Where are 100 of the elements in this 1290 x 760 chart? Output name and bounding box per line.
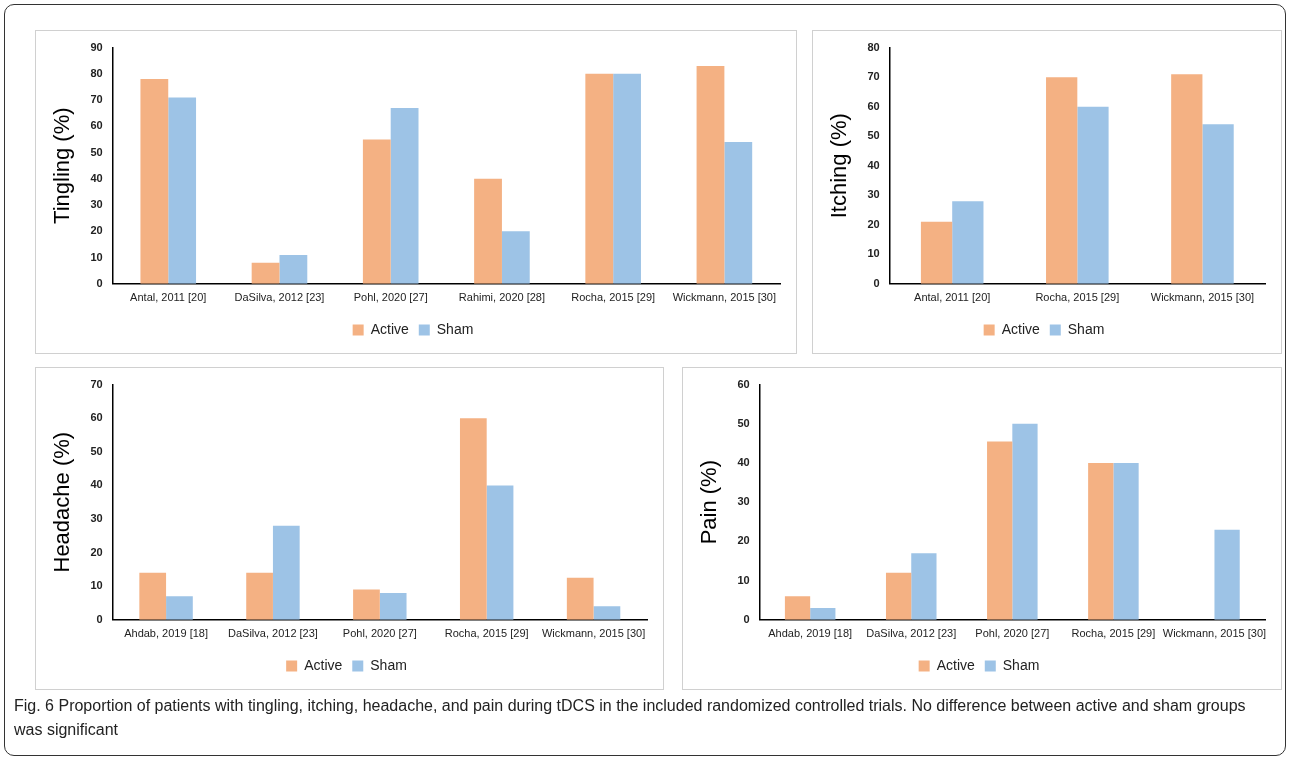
caption: Fig. 6 Proportion of patients with tingling, itching, headache, and pain during tDCS in the included randomized controlled trials. No difference between active and sham groups was significant [14,696,1247,740]
x-tick-label: DaSilva, 2012 [23] [228,627,318,640]
legend-label: Active [936,656,975,673]
bar [885,572,912,620]
x-tick-label: Wickmann, 2015 [30] [1162,627,1267,640]
y-tick-label: 40 [867,158,880,171]
y-tick-label: 10 [90,250,103,263]
y-tick-label: 50 [737,416,750,429]
y-tick-label: 20 [867,217,880,230]
y-tick-label: 10 [737,573,750,586]
bar [390,107,419,284]
x-tick-label: Wickmann, 2015 [30] [541,627,646,640]
bar [585,73,614,284]
y-tick-label: 60 [90,119,103,132]
x-tick-label: Wickmann, 2015 [30] [1150,291,1255,304]
bar [566,577,594,620]
legend-label: Sham [1067,320,1105,337]
y-tick-label: 60 [90,411,103,424]
bar [140,79,169,284]
y-tick-label: 80 [867,40,880,53]
bar [1046,77,1078,284]
y-tick-label: 40 [737,456,750,469]
y-tick-label: 30 [737,495,750,508]
y-tick-label: 0 [96,612,103,625]
legend-label: Sham [436,320,474,337]
y-tick-label: 30 [867,188,880,201]
bar [1012,423,1038,620]
y-axis-title: Headache (%) [49,431,75,573]
x-tick-label: Antal, 2011 [20] [914,291,991,304]
y-tick-label: 60 [867,99,880,112]
bar [1077,106,1109,284]
bar [1202,124,1234,284]
y-tick-label: 40 [90,171,103,184]
x-tick-label: Rahimi, 2020 [28] [458,291,546,304]
x-tick-label: Ahdab, 2019 [18] [124,627,208,640]
x-tick-label: Rocha, 2015 [29] [1071,627,1156,640]
bar [501,231,530,284]
legend-label: Active [370,320,409,337]
bar [474,178,502,284]
y-tick-label: 0 [96,276,103,289]
x-tick-label: Rocha, 2015 [29] [444,627,529,640]
y-tick-label: 80 [90,66,103,79]
y-tick-label: 30 [90,512,103,525]
y-tick-label: 20 [90,224,103,237]
x-tick-label: Rocha, 2015 [29] [1035,291,1120,304]
bar [362,139,391,284]
x-tick-label: Pohl, 2020 [27] [975,627,1050,640]
y-tick-label: 50 [90,145,103,158]
bar [246,572,273,620]
bar [251,262,280,284]
bar [486,485,514,620]
bar [272,525,300,620]
bar [696,65,725,284]
y-tick-label: 60 [737,377,750,390]
y-tick-label: 0 [873,276,880,289]
bar [593,606,621,620]
y-tick-label: 20 [737,534,750,547]
y-tick-label: 70 [867,70,880,83]
legend-label: Sham [1002,656,1040,673]
y-tick-label: 70 [90,93,103,106]
bar [166,596,193,620]
x-tick-label: Pohl, 2020 [27] [353,291,428,304]
y-axis-title: Tingling (%) [49,107,75,224]
bar [279,254,308,284]
bar [459,418,487,620]
bar [353,589,380,620]
bar [1214,529,1240,620]
y-tick-label: 0 [743,612,750,625]
bar [810,608,836,620]
y-tick-label: 40 [90,478,103,491]
bar [1088,463,1114,620]
bar [613,73,641,284]
x-tick-label: Ahdab, 2019 [18] [768,627,853,640]
y-tick-label: 20 [90,545,103,558]
bar [952,201,984,284]
bar [139,572,167,620]
y-tick-label: 90 [90,40,103,53]
x-tick-label: Antal, 2011 [20] [130,291,207,304]
bar [920,221,953,284]
bar [724,142,753,284]
bar [784,596,811,620]
y-tick-label: 10 [90,579,103,592]
y-axis-title: Itching (%) [826,113,852,219]
x-tick-label: DaSilva, 2012 [23] [234,291,325,304]
y-axis-title: Pain (%) [696,460,722,545]
x-tick-label: DaSilva, 2012 [23] [866,627,957,640]
x-tick-label: Rocha, 2015 [29] [571,291,656,304]
y-tick-label: 70 [90,377,103,390]
bar [1171,74,1203,284]
y-tick-label: 50 [90,444,103,457]
y-tick-label: 30 [90,198,103,211]
y-tick-label: 10 [867,247,880,260]
x-tick-label: Pohl, 2020 [27] [342,627,417,640]
x-tick-label: Wickmann, 2015 [30] [672,291,777,304]
bar [379,592,407,620]
legend-label: Sham [370,656,407,673]
bar [168,97,197,284]
legend-label: Active [304,656,343,673]
bar [1113,463,1139,620]
bar [911,553,937,620]
